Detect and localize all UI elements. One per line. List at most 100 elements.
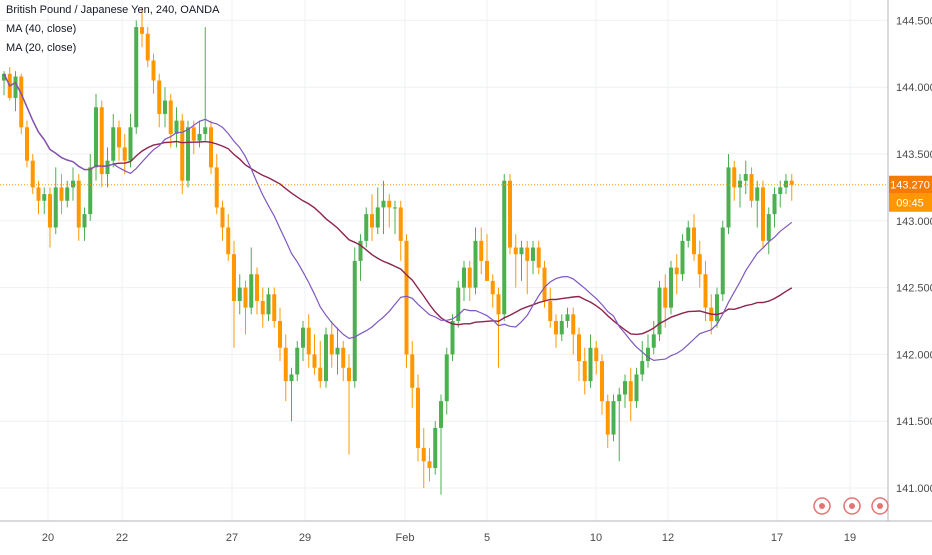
candle-body bbox=[347, 367, 351, 382]
candle bbox=[13, 71, 18, 112]
candle bbox=[726, 154, 731, 235]
candle-body bbox=[2, 73, 6, 81]
legend-ma20[interactable]: MA (20, close) bbox=[6, 42, 77, 54]
candle-body bbox=[531, 247, 535, 261]
countdown-text: 09:45 bbox=[896, 198, 924, 210]
candle bbox=[525, 240, 530, 295]
candle-body bbox=[214, 167, 219, 208]
y-tick-label: 144.000 bbox=[896, 82, 932, 94]
candle bbox=[180, 113, 185, 195]
candle-body bbox=[490, 280, 495, 295]
candle bbox=[784, 174, 788, 195]
candle-body bbox=[542, 267, 547, 301]
candle bbox=[600, 354, 604, 415]
candle bbox=[444, 347, 449, 415]
legend-ma40[interactable]: MA (40, close) bbox=[6, 23, 77, 35]
candle bbox=[732, 160, 737, 201]
candle bbox=[496, 287, 501, 368]
candle bbox=[565, 307, 570, 328]
candle-body bbox=[272, 294, 277, 321]
candle-body bbox=[266, 294, 271, 315]
x-tick-label: 19 bbox=[844, 532, 856, 544]
candle bbox=[157, 73, 162, 128]
x-tick-label: Feb bbox=[396, 532, 415, 544]
x-tick-label: 5 bbox=[484, 532, 490, 544]
candle-body bbox=[605, 401, 610, 435]
calendar-event-icon[interactable] bbox=[871, 497, 889, 515]
candle bbox=[105, 147, 110, 188]
candle-body bbox=[209, 127, 213, 168]
y-tick-label: 141.500 bbox=[896, 416, 932, 428]
candle-body bbox=[76, 180, 81, 228]
candle-body bbox=[59, 187, 64, 201]
candle-body bbox=[36, 187, 41, 201]
candle bbox=[669, 260, 673, 315]
candle-body bbox=[370, 214, 374, 228]
candle bbox=[559, 314, 564, 342]
candle-body bbox=[743, 174, 748, 181]
candle-body bbox=[473, 240, 478, 288]
candle-body bbox=[502, 180, 507, 315]
candle bbox=[163, 87, 167, 128]
x-tick-label: 20 bbox=[42, 532, 54, 544]
candle bbox=[410, 341, 415, 408]
candle-body bbox=[778, 187, 783, 195]
candle bbox=[761, 180, 765, 248]
candle bbox=[554, 314, 558, 348]
candle bbox=[19, 73, 24, 134]
candle-body bbox=[278, 321, 282, 348]
candle bbox=[542, 260, 547, 308]
x-tick-label: 17 bbox=[771, 532, 783, 544]
candle-body bbox=[306, 327, 311, 355]
candle-body bbox=[674, 267, 679, 275]
candle bbox=[191, 120, 196, 154]
candle bbox=[306, 314, 311, 368]
candle-body bbox=[145, 33, 150, 61]
candle-body bbox=[697, 254, 702, 275]
candle-body bbox=[686, 227, 691, 241]
candle-body bbox=[726, 167, 731, 228]
candle-body bbox=[71, 180, 75, 188]
candle bbox=[341, 341, 346, 382]
candle-body bbox=[117, 127, 121, 148]
candle-body bbox=[513, 247, 518, 255]
y-tick-label: 143.000 bbox=[896, 216, 932, 228]
candle-body bbox=[485, 260, 489, 281]
candle-body bbox=[324, 334, 328, 382]
calendar-event-icon[interactable] bbox=[813, 497, 831, 515]
candle-body bbox=[30, 160, 35, 188]
event-dot-icon bbox=[849, 503, 855, 509]
candle bbox=[393, 200, 397, 235]
candle-body bbox=[191, 127, 196, 141]
candle-body bbox=[163, 100, 167, 114]
candle bbox=[260, 287, 265, 328]
candle-body bbox=[398, 207, 403, 241]
candle-body bbox=[197, 133, 202, 141]
candle bbox=[674, 254, 679, 295]
candle bbox=[416, 374, 420, 462]
candle bbox=[588, 334, 593, 388]
event-markers[interactable] bbox=[813, 497, 889, 515]
candle-body bbox=[761, 187, 765, 241]
candle bbox=[663, 274, 668, 328]
candle bbox=[680, 234, 685, 281]
candle-body bbox=[617, 394, 622, 402]
x-tick-label: 29 bbox=[299, 532, 311, 544]
candle bbox=[266, 287, 271, 321]
candle-body bbox=[168, 100, 173, 134]
candle-body bbox=[295, 347, 300, 375]
candle bbox=[289, 367, 294, 422]
candle-body bbox=[174, 120, 179, 134]
candle bbox=[577, 327, 581, 382]
calendar-event-icon[interactable] bbox=[843, 497, 861, 515]
candle-body bbox=[42, 194, 47, 201]
chart-grid bbox=[0, 0, 888, 521]
candle-body bbox=[565, 314, 570, 321]
candle bbox=[42, 187, 47, 215]
candle-body bbox=[732, 167, 737, 188]
candle-body bbox=[364, 214, 369, 241]
chart-title[interactable]: British Pound / Japanese Yen, 240, OANDA bbox=[6, 4, 220, 16]
